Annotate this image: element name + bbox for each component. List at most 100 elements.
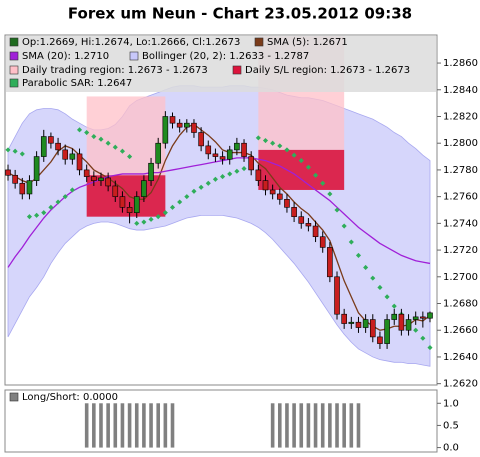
candle-body — [126, 207, 133, 213]
candle-body — [348, 321, 355, 324]
candle-body — [48, 136, 54, 144]
sar-point — [141, 219, 147, 225]
candle-body — [112, 185, 119, 197]
candle-body — [405, 319, 412, 331]
bar — [349, 403, 354, 448]
bar — [292, 403, 296, 448]
candle-body — [334, 276, 340, 315]
bar — [170, 403, 175, 448]
bar — [113, 403, 118, 448]
legend-swatch — [9, 78, 19, 88]
candle-body — [369, 319, 376, 338]
legend-label: Op:1.2669, Hi:1.2674, Lo:1.2666, Cl:1.26… — [22, 37, 240, 48]
candle-body — [155, 142, 162, 164]
candle-body — [55, 142, 61, 151]
candle-body — [191, 122, 197, 133]
legend-swatch — [9, 51, 19, 61]
legend-label: SMA (5): 1.2671 — [267, 37, 348, 48]
sar-point — [119, 148, 125, 154]
candle-body — [284, 199, 290, 208]
legend-swatch — [232, 65, 242, 75]
overlay: 1.2620 1.2640 1.2660 1.2680 1.2700 1.2720 1.27… — [6, 36, 478, 454]
bar — [270, 403, 275, 448]
candle-body — [105, 177, 111, 187]
legend-label: Parabolic SAR: 1.2647 — [22, 78, 132, 89]
candle-body — [5, 169, 11, 176]
candle-body — [412, 316, 419, 320]
bar — [328, 403, 332, 448]
sar-point — [184, 194, 190, 200]
bar — [299, 403, 304, 448]
y-tick-label: 1.2620 — [443, 379, 478, 390]
y-tick-label: 1.0 — [443, 398, 459, 409]
legend-label: Bollinger (20, 2): 1.2633 - 1.2787 — [142, 51, 309, 62]
candle-body — [205, 145, 212, 155]
bar — [99, 403, 103, 448]
candle-body — [219, 156, 226, 160]
bar — [342, 403, 346, 448]
sar-point — [363, 264, 369, 270]
legend-label: Long/Short: 0.0000 — [22, 392, 118, 403]
sar-point — [105, 140, 111, 146]
candle-body — [248, 156, 254, 171]
candle-body — [33, 156, 40, 181]
candle-body — [198, 132, 204, 147]
candle-body — [83, 169, 90, 177]
region — [86, 96, 166, 176]
candle-body — [19, 182, 26, 195]
bar — [156, 403, 161, 448]
sar-point — [334, 207, 340, 213]
y-tick-label: 1.2820 — [443, 111, 478, 122]
candle-body — [176, 122, 183, 128]
candle-body — [226, 149, 233, 160]
bar — [142, 403, 146, 448]
bar — [306, 403, 311, 448]
candle-body — [327, 247, 333, 278]
region — [258, 149, 345, 190]
y-tick-label: 1.2660 — [443, 325, 478, 336]
candle-body — [234, 142, 240, 151]
sar-point — [277, 143, 283, 149]
bar — [163, 403, 168, 448]
sar-point — [270, 140, 276, 146]
candle-body — [148, 162, 154, 181]
sar-point — [191, 188, 197, 194]
sar-point — [291, 152, 297, 158]
sar-point — [205, 180, 211, 186]
sar-point — [148, 216, 154, 222]
candle-body — [98, 177, 104, 181]
sar-point — [377, 284, 383, 291]
sar-point — [305, 164, 311, 170]
candle-body — [355, 321, 362, 328]
sar-point — [262, 137, 269, 144]
candle-body — [319, 236, 326, 248]
legend-label: Daily trading region: 1.2673 - 1.2673 — [22, 65, 208, 76]
bar — [92, 403, 96, 448]
sar-point — [62, 194, 68, 200]
y-tick-label: 0.5 — [443, 420, 459, 431]
bar — [313, 403, 318, 448]
candle-body — [427, 312, 433, 319]
candle-body — [391, 313, 398, 320]
sar-point — [212, 176, 218, 182]
candle-body — [212, 153, 219, 157]
y-tick-label: 1.2720 — [443, 245, 478, 256]
y-tick-label: 1.2860 — [443, 58, 478, 69]
candle-body — [162, 116, 169, 144]
candle-body — [69, 153, 76, 160]
candle-body — [40, 136, 47, 157]
candle-body — [362, 319, 369, 328]
bar — [127, 403, 132, 448]
candle-body — [241, 142, 247, 157]
sar-point — [112, 144, 118, 150]
bar — [120, 403, 125, 448]
candle-body — [12, 174, 18, 184]
sar-point — [413, 327, 419, 333]
candle-body — [62, 149, 69, 160]
y-tick-label: 1.2740 — [443, 218, 478, 229]
sar-point — [241, 166, 247, 172]
bar — [335, 403, 339, 448]
sar-point — [127, 154, 133, 160]
line-series — [7, 157, 431, 268]
